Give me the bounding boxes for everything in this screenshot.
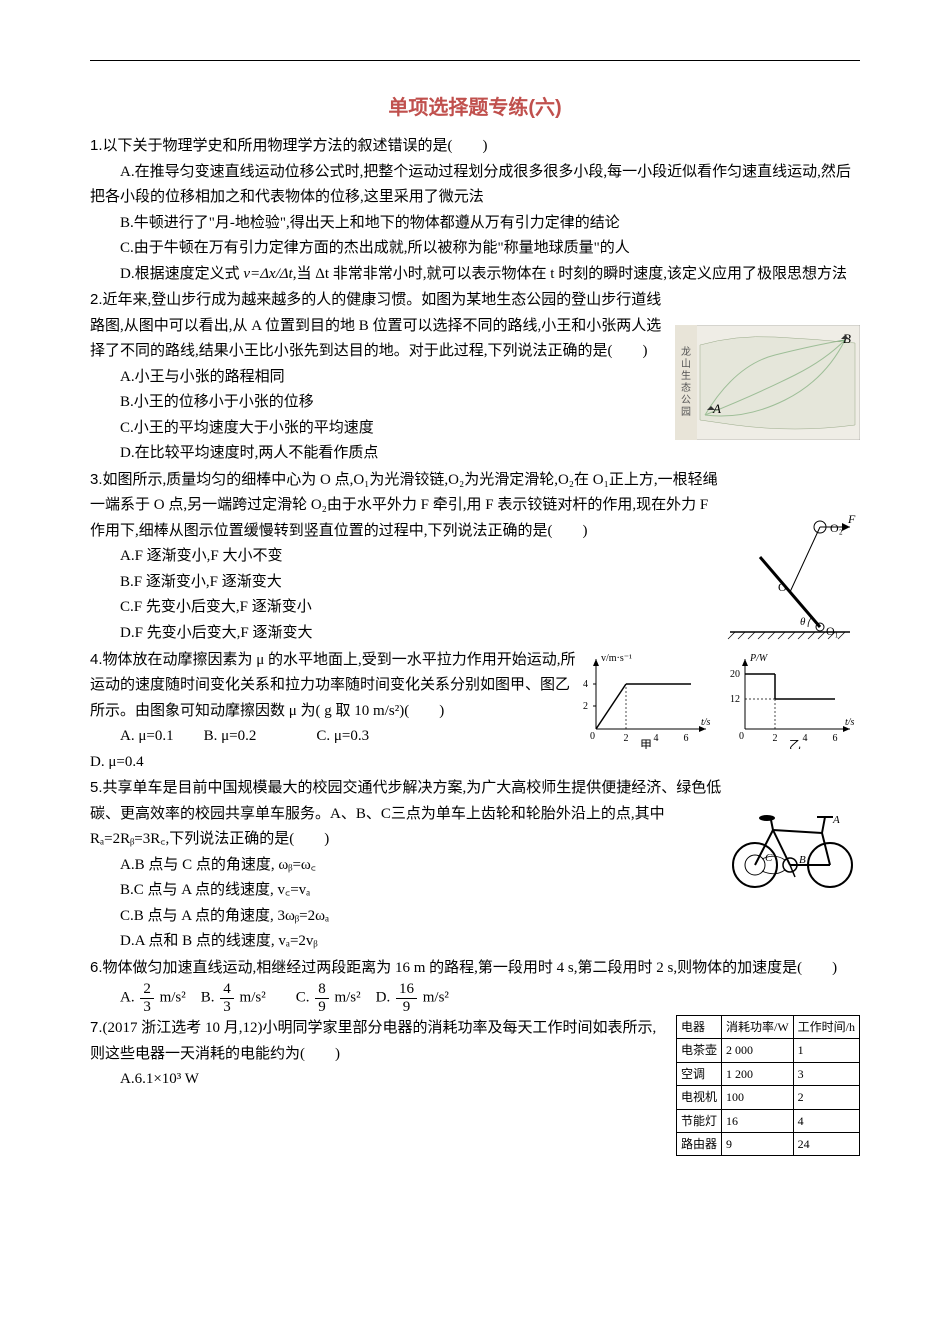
table-row: 电茶壶2 0001	[676, 1039, 859, 1062]
svg-text:A: A	[832, 814, 840, 826]
q2-num: 2.	[90, 291, 103, 308]
q1-d-post: ,当 Δt 非常非常小时,就可以表示物体在 t 时刻的瞬时速度,该定义应用了极限…	[293, 266, 847, 282]
q6-opts: A. 23 m/s² B. 43 m/s² C. 89 m/s² D. 169 …	[90, 981, 860, 1015]
q1-optB: B.牛顿进行了"月-地检验",得出天上和地下的物体都遵从万有引力定律的结论	[90, 211, 860, 237]
svg-text:生: 生	[681, 369, 691, 382]
q1-optC: C.由于牛顿在万有引力定律方面的杰出成就,所以被称为能"称量地球质量"的人	[90, 236, 860, 262]
q1-d-pre: D.根据速度定义式	[120, 266, 243, 282]
q1-optD: D.根据速度定义式 v=Δx/Δt,当 Δt 非常非常小时,就可以表示物体在 t…	[90, 262, 860, 288]
svg-text:甲: 甲	[640, 738, 652, 749]
q5-stem: 共享单车是目前中国规模最大的校园交通代步解决方案,为广大高校师生提供便捷经济、绿…	[90, 780, 721, 847]
svg-text:0: 0	[590, 731, 595, 742]
svg-text:园: 园	[681, 406, 691, 418]
q6-b-unit: m/s²	[240, 989, 266, 1005]
table-row: 电视机1002	[676, 1086, 859, 1109]
svg-text:12: 12	[730, 694, 740, 705]
svg-text:2: 2	[583, 701, 588, 712]
lbl-F: F	[847, 512, 856, 526]
table-header-row: 电器 消耗功率/W 工作时间/h	[676, 1016, 859, 1039]
q4-optD: D. μ=0.4	[90, 750, 860, 776]
table-row: 空调1 2003	[676, 1062, 859, 1085]
svg-text:4: 4	[803, 733, 808, 744]
svg-text:态: 态	[681, 381, 691, 394]
q2-optD: D.在比较平均速度时,两人不能看作质点	[90, 441, 860, 467]
svg-text:2: 2	[773, 733, 778, 744]
q5-num: 5.	[90, 779, 103, 796]
q6-d-frac: 169	[396, 981, 417, 1015]
q4-stem: 物体放在动摩擦因素为 μ 的水平地面上,受到一水平拉力作用开始运动,所运动的速度…	[90, 652, 576, 719]
svg-text:龙: 龙	[681, 345, 691, 358]
svg-text:B: B	[799, 854, 806, 866]
q3-num: 3.	[90, 471, 103, 488]
q1-num: 1.	[90, 137, 103, 154]
map-figure: 龙 山 生 态 公 园 A B	[675, 325, 860, 440]
q6-c-unit: m/s²	[334, 989, 360, 1005]
q1: 1.以下关于物理学史和所用物理学方法的叙述错误的是( ) A.在推导匀变速直线运…	[90, 133, 860, 287]
q3: O₂ O₁ O F θ 3.如图所示,质量均匀的细棒中心为 O 点,O₁为光滑铰…	[90, 467, 860, 647]
table-row: 节能灯164	[676, 1109, 859, 1132]
svg-text:2: 2	[624, 733, 629, 744]
page-title: 单项选择题专练(六)	[90, 91, 860, 125]
q6-d-unit: m/s²	[423, 989, 449, 1005]
svg-text:C: C	[765, 852, 773, 864]
q5-optD: D.A 点和 B 点的线速度, vₐ=2vᵦ	[90, 929, 860, 955]
q2: 龙 山 生 态 公 园 A B 2.近年来,登山步行成为越来越多的人的健康习惯。…	[90, 287, 860, 467]
q4-charts: 2 4 2 4 6 0 v/m·s⁻¹ t/s 甲 12 20 2 4 6 0	[576, 649, 860, 749]
q6-a-frac: 23	[140, 981, 154, 1015]
svg-text:P/W: P/W	[749, 653, 769, 664]
svg-text:6: 6	[684, 733, 689, 744]
power-table: 电器 消耗功率/W 工作时间/h 电茶壶2 0001 空调1 2003 电视机1…	[676, 1015, 860, 1156]
q2-stem: 近年来,登山步行成为越来越多的人的健康习惯。如图为某地生态公园的登山步行道线路图…	[90, 292, 661, 359]
q5: A B C 5.共享单车是目前中国规模最大的校园交通代步解决方案,为广大高校师生…	[90, 775, 860, 955]
svg-text:t/s: t/s	[845, 717, 855, 728]
q1-stem: 以下关于物理学史和所用物理学方法的叙述错误的是( )	[103, 138, 488, 154]
chart-jia: 2 4 2 4 6 0 v/m·s⁻¹ t/s 甲	[576, 649, 716, 749]
svg-text:公: 公	[681, 395, 691, 406]
q4: 2 4 2 4 6 0 v/m·s⁻¹ t/s 甲 12 20 2 4 6 0	[90, 647, 860, 750]
q4-num: 4.	[90, 651, 103, 668]
q1-optA: A.在推导匀变速直线运动位移公式时,把整个运动过程划分成很多很多小段,每一小段近…	[90, 160, 860, 211]
bike-figure: A B C	[725, 805, 860, 895]
lbl-O2: O₂	[830, 521, 843, 535]
table-row: 路由器924	[676, 1132, 859, 1155]
q6-a-lbl: A.	[120, 989, 135, 1005]
svg-text:乙: 乙	[789, 738, 801, 749]
q6-b-lbl: B.	[201, 989, 215, 1005]
q6-d-lbl: D.	[376, 989, 391, 1005]
q6-c-frac: 89	[315, 981, 329, 1015]
svg-text:6: 6	[833, 733, 838, 744]
lbl-O: O	[778, 580, 787, 594]
q6: 6.物体做匀加速直线运动,相继经过两段距离为 16 m 的路程,第一段用时 4 …	[90, 955, 860, 1016]
th-device: 电器	[676, 1016, 721, 1039]
q6-stem: 物体做匀加速直线运动,相继经过两段距离为 16 m 的路程,第一段用时 4 s,…	[103, 960, 838, 976]
q3-stem: 如图所示,质量均匀的细棒中心为 O 点,O₁为光滑铰链,O₂为光滑定滑轮,O₂在…	[90, 472, 718, 539]
q6-num: 6.	[90, 959, 103, 976]
q1-d-mid: v=Δx/Δt	[243, 266, 292, 282]
svg-text:山: 山	[681, 358, 691, 370]
svg-text:4: 4	[654, 733, 659, 744]
lbl-O1: O₁	[826, 624, 839, 638]
q6-c-lbl: C.	[296, 989, 310, 1005]
svg-text:20: 20	[730, 669, 740, 680]
svg-text:4: 4	[583, 679, 588, 690]
q6-b-frac: 43	[220, 981, 234, 1015]
svg-text:t/s: t/s	[701, 717, 711, 728]
q7-num: 7.	[90, 1019, 103, 1036]
q6-a-unit: m/s²	[160, 989, 186, 1005]
pulley-figure: O₂ O₁ O F θ	[720, 507, 860, 647]
q5-optC: C.B 点与 A 点的角速度, 3ωᵦ=2ωₐ	[90, 904, 860, 930]
th-power: 消耗功率/W	[721, 1016, 793, 1039]
lbl-theta: θ	[800, 616, 806, 628]
svg-text:v/m·s⁻¹: v/m·s⁻¹	[601, 653, 632, 664]
svg-text:0: 0	[739, 731, 744, 742]
q7: 电器 消耗功率/W 工作时间/h 电茶壶2 0001 空调1 2003 电视机1…	[90, 1015, 860, 1156]
top-rule	[90, 60, 860, 61]
chart-yi: 12 20 2 4 6 0 P/W t/s 乙	[720, 649, 860, 749]
q7-stem: (2017 浙江选考 10 月,12)小明同学家里部分电器的消耗功率及每天工作时…	[90, 1020, 656, 1062]
th-time: 工作时间/h	[793, 1016, 859, 1039]
